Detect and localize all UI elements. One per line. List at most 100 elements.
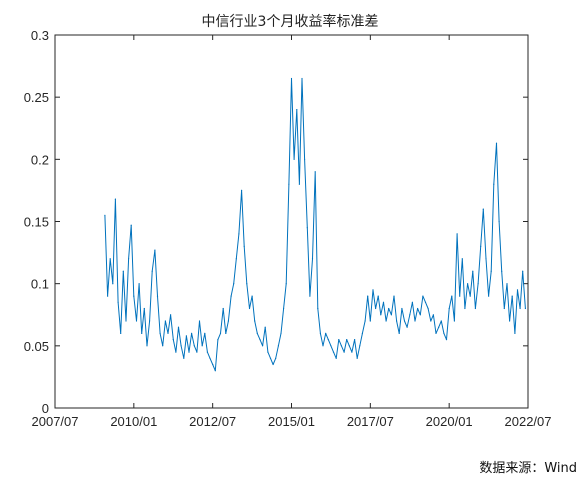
data-point <box>361 332 363 334</box>
data-point <box>338 339 340 341</box>
data-point <box>117 301 119 303</box>
data-point <box>248 307 251 310</box>
data-point <box>269 357 272 359</box>
y-tick-label: 0.3 <box>31 28 49 43</box>
data-point <box>159 332 161 334</box>
data-point <box>212 363 214 366</box>
data-point <box>369 320 371 322</box>
data-point <box>185 335 187 337</box>
data-point <box>398 332 400 334</box>
data-point <box>125 320 127 322</box>
data-point <box>456 233 458 235</box>
data-point <box>375 307 377 310</box>
data-point <box>141 332 143 334</box>
data-point <box>469 295 471 297</box>
data-point <box>514 332 516 334</box>
x-tick-label: 2022/07 <box>505 414 552 429</box>
data-point <box>109 258 111 260</box>
data-point <box>219 332 222 334</box>
data-point <box>317 307 319 310</box>
data-point <box>135 320 138 322</box>
data-point <box>377 295 379 297</box>
data-point <box>188 351 190 353</box>
data-point <box>296 109 298 111</box>
data-point <box>346 339 348 341</box>
data-point <box>495 142 498 144</box>
data-point <box>477 283 479 285</box>
chart-title: 中信行业3个月收益率标准差 <box>202 13 379 30</box>
data-point <box>112 283 114 285</box>
data-point <box>151 270 153 272</box>
data-point <box>516 289 519 291</box>
data-point <box>482 208 484 210</box>
data-point <box>409 314 411 316</box>
data-point <box>314 171 316 173</box>
data-point <box>154 249 156 251</box>
y-axis: 0 0.05 0.1 0.15 0.2 0.25 0.3 <box>24 28 528 416</box>
data-point <box>490 270 492 272</box>
data-point <box>130 224 132 226</box>
data-point <box>222 307 224 310</box>
data-point <box>290 77 293 80</box>
data-point <box>172 339 174 341</box>
data-point <box>128 258 130 260</box>
data-point <box>467 283 469 285</box>
data-point <box>251 295 253 297</box>
data-point <box>209 357 211 359</box>
data-point <box>170 314 172 316</box>
data-point <box>480 245 482 247</box>
data-point <box>120 332 122 334</box>
data-point <box>453 320 455 322</box>
data-point <box>162 345 164 347</box>
data-point <box>506 283 508 285</box>
data-point <box>206 351 208 353</box>
data-point <box>227 320 229 322</box>
data-point <box>445 339 448 341</box>
y-tick-label: 0.1 <box>31 277 49 292</box>
data-point <box>501 270 503 272</box>
data-point <box>275 357 277 359</box>
data-point <box>283 307 285 310</box>
data-point <box>451 295 453 297</box>
data-point <box>254 320 256 322</box>
data-point <box>485 258 487 260</box>
y-tick-label: 0 <box>42 401 49 416</box>
data-point <box>380 314 382 316</box>
x-tick-label: 2012/07 <box>189 414 236 429</box>
data-point <box>372 289 374 291</box>
data-point <box>183 357 185 359</box>
data-point <box>204 332 206 334</box>
data-point <box>419 314 421 316</box>
data-point <box>114 198 116 200</box>
series-layer <box>104 77 527 372</box>
data-point <box>198 320 201 322</box>
x-tick-label: 2017/07 <box>347 414 394 429</box>
data-point <box>422 295 424 297</box>
data-point <box>235 258 237 260</box>
data-point <box>509 320 511 322</box>
data-point <box>217 339 219 341</box>
x-tick-label: 2020/01 <box>426 414 473 429</box>
x-tick-label: 2015/01 <box>268 414 315 429</box>
data-point <box>167 332 169 334</box>
data-point <box>256 332 258 334</box>
data-point <box>414 320 416 322</box>
source-note: 数据来源：Wind <box>479 461 577 476</box>
data-point <box>498 220 500 223</box>
data-point <box>432 314 434 316</box>
y-tick-label: 0.15 <box>24 215 49 230</box>
x-tick-label: 2007/07 <box>32 414 79 429</box>
data-point <box>246 283 248 285</box>
data-point <box>301 77 303 80</box>
data-point <box>519 307 521 310</box>
data-point <box>325 332 327 334</box>
data-point <box>304 158 306 160</box>
data-point <box>196 351 198 353</box>
data-point <box>464 307 466 310</box>
data-point <box>511 295 513 297</box>
data-point <box>340 345 342 347</box>
data-point <box>133 295 135 297</box>
data-point <box>264 326 266 328</box>
data-point <box>406 326 408 328</box>
